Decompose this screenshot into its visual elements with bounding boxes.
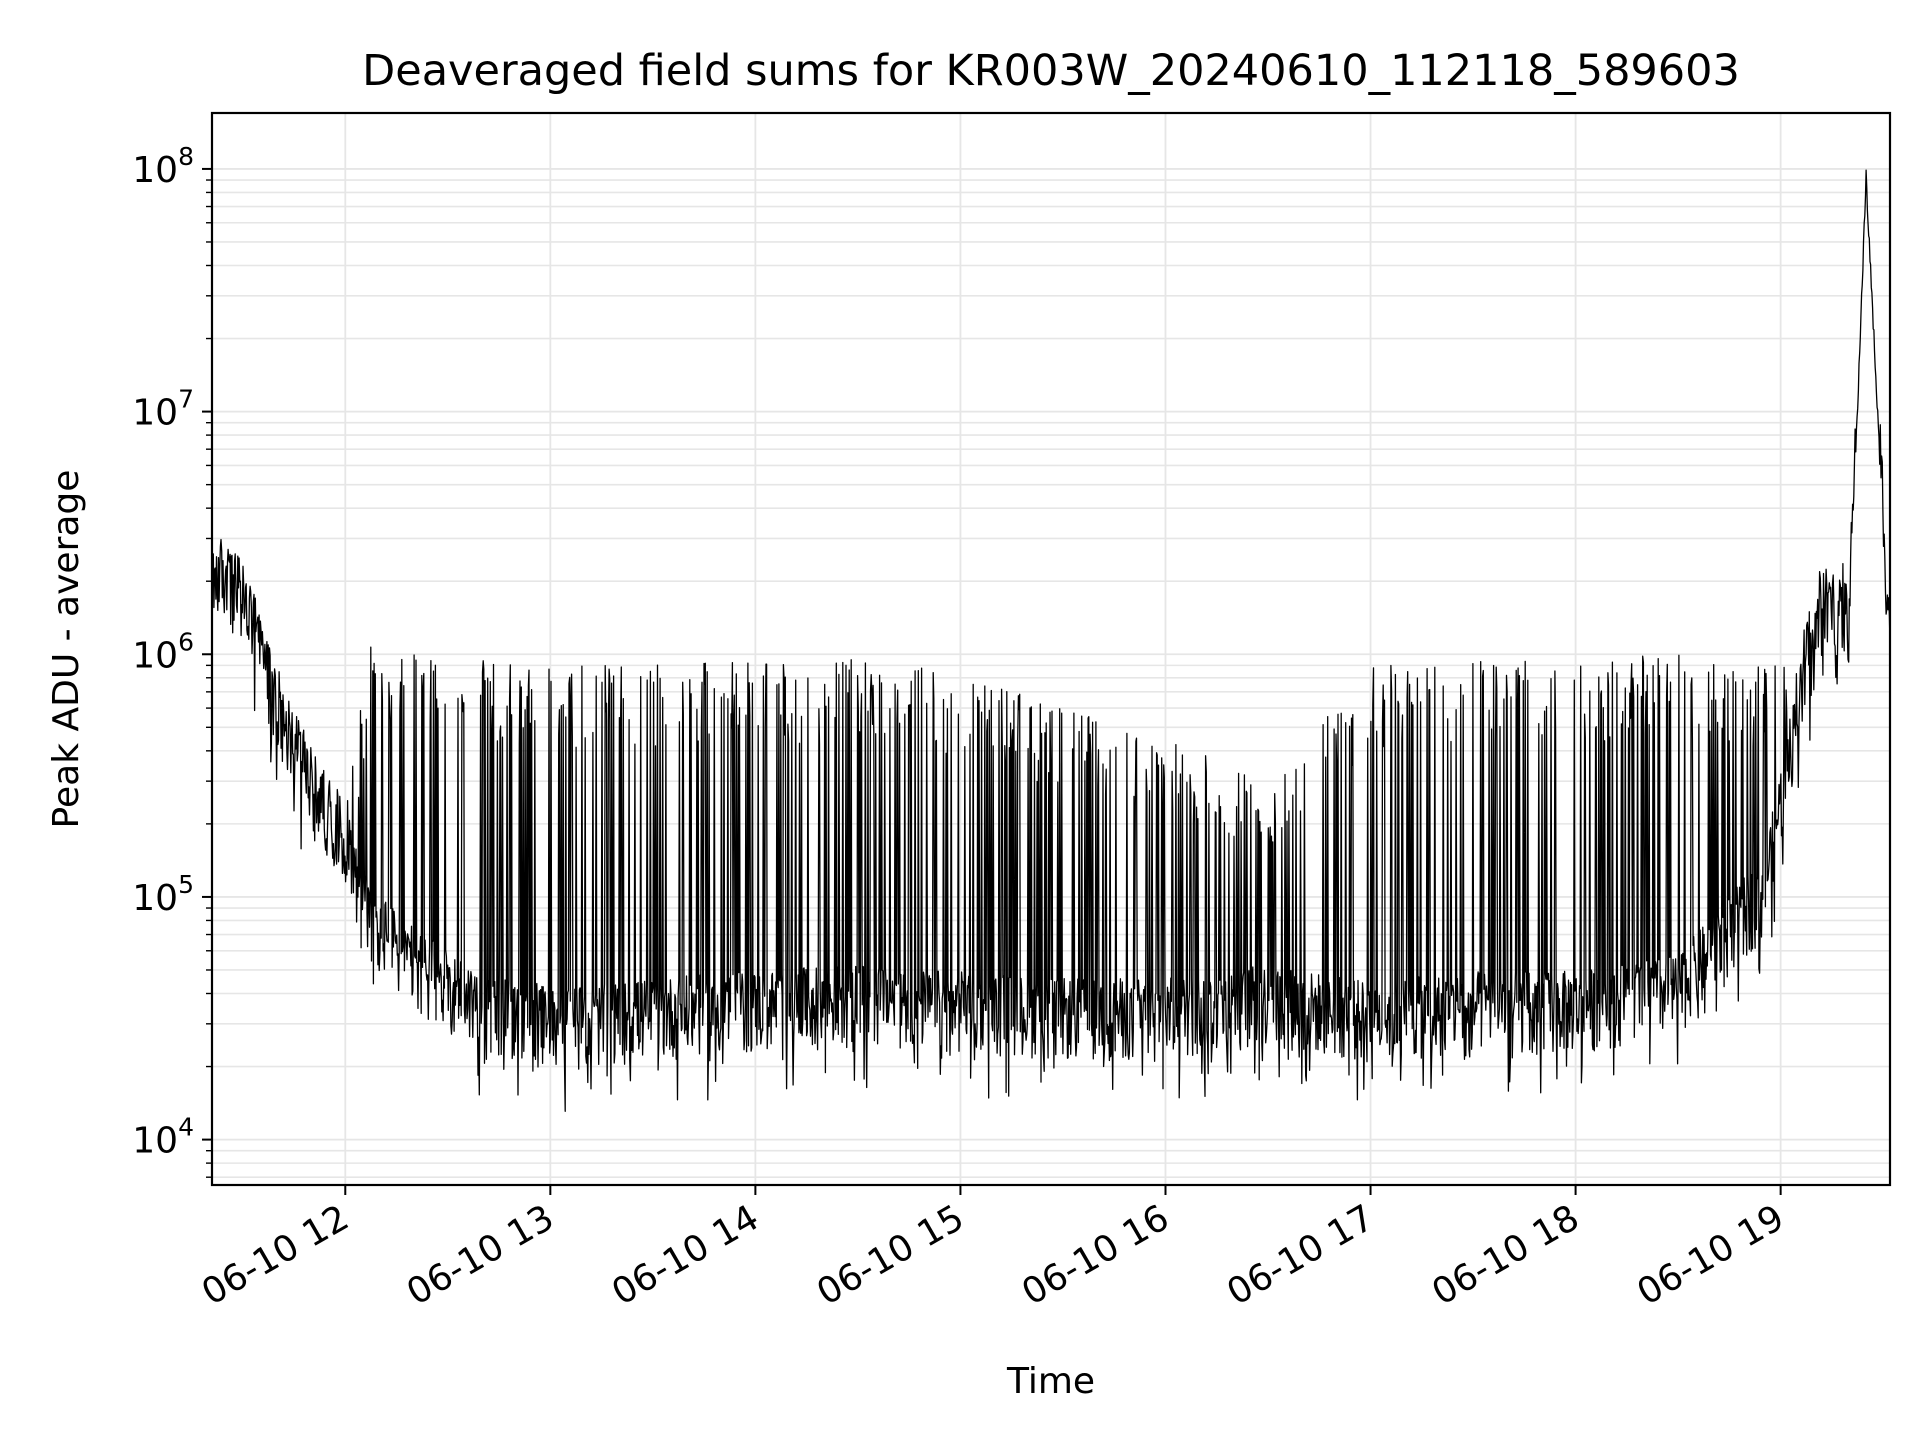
x-tick-label: 06-10 13 xyxy=(400,1197,561,1313)
x-tick-label: 06-10 19 xyxy=(1630,1197,1791,1313)
x-tick-label: 06-10 12 xyxy=(195,1197,356,1313)
x-tick-label: 06-10 15 xyxy=(810,1197,971,1313)
series-line-group xyxy=(211,169,1891,1112)
x-axis: 06-10 12 06-10 13 06-10 14 06-10 15 06-10 16… xyxy=(195,1185,1791,1314)
y-tick-label: 107 xyxy=(132,385,194,434)
x-tick-label: 06-10 17 xyxy=(1220,1197,1381,1313)
y-tick-label: 105 xyxy=(132,870,194,919)
y-axis-label: Peak ADU - average xyxy=(46,470,87,829)
x-tick-label: 06-10 18 xyxy=(1425,1197,1586,1313)
x-axis-label: Time xyxy=(1006,1361,1095,1402)
plot-frame xyxy=(210,111,1892,1187)
series-line xyxy=(211,169,1891,1112)
chart-title: Deaveraged field sums for KR003W_2024061… xyxy=(362,46,1740,96)
y-tick-label: 104 xyxy=(132,1113,194,1162)
y-axis: 104 105 106 107 108 xyxy=(132,142,212,1162)
x-tick-label: 06-10 16 xyxy=(1015,1197,1176,1313)
y-tick-label: 108 xyxy=(132,142,194,191)
y-tick-label: 106 xyxy=(132,627,194,676)
x-tick-label: 06-10 14 xyxy=(605,1197,766,1313)
